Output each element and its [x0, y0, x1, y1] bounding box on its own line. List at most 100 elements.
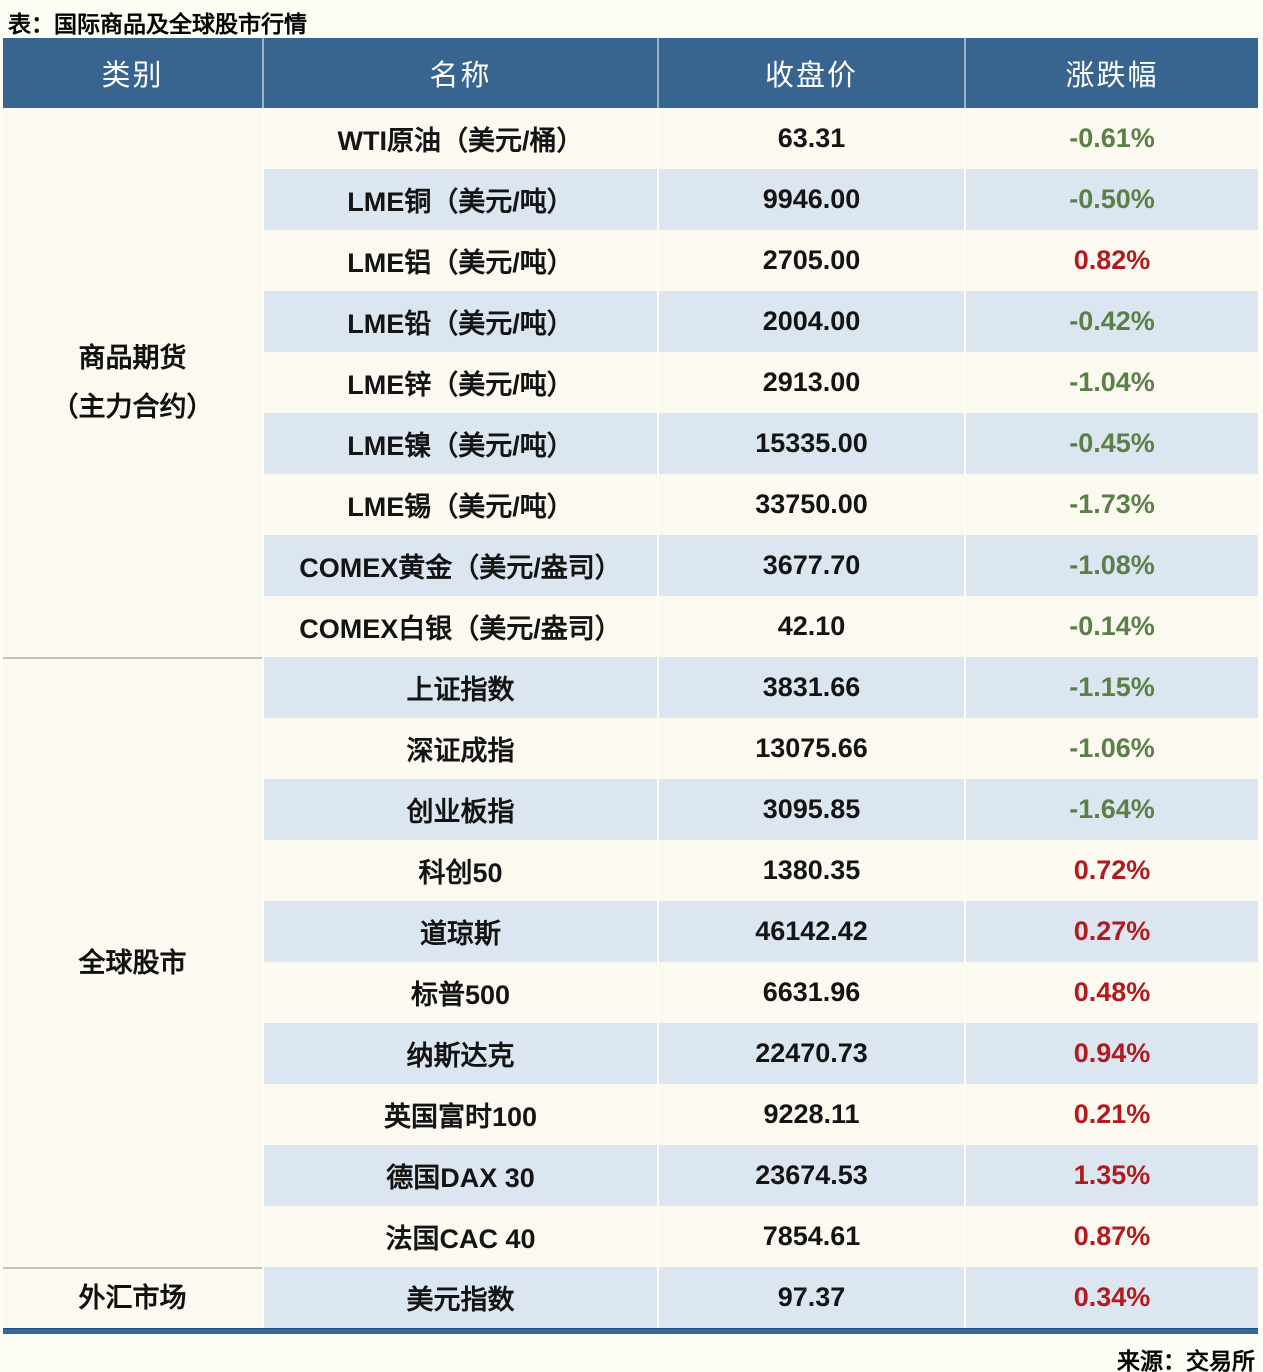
category-cell: 商品期货 （主力合约）	[3, 108, 262, 657]
change-cell: 0.48%	[964, 962, 1258, 1023]
table-row: 美元指数 97.37 0.34%	[262, 1267, 1258, 1328]
table-row: 创业板指 3095.85 -1.64%	[262, 779, 1258, 840]
table-header: 类别 名称 收盘价 涨跌幅	[3, 38, 1258, 108]
name-cell: 创业板指	[262, 779, 657, 840]
name-cell: 道琼斯	[262, 901, 657, 962]
page-title: 表：国际商品及全球股市行情	[8, 11, 307, 37]
header-col-name: 名称	[262, 38, 657, 108]
name-cell: 上证指数	[262, 657, 657, 718]
header-col-category: 类别	[101, 60, 164, 92]
table-row: 科创50 1380.35 0.72%	[262, 840, 1258, 901]
table-row: LME铅（美元/吨） 2004.00 -0.42%	[262, 291, 1258, 352]
close-price-cell: 6631.96	[657, 962, 964, 1023]
name-cell: 美元指数	[262, 1267, 657, 1328]
table-row: 上证指数 3831.66 -1.15%	[262, 657, 1258, 718]
close-price-cell: 9946.00	[657, 169, 964, 230]
close-price-cell: 1380.35	[657, 840, 964, 901]
close-price-cell: 97.37	[657, 1267, 964, 1328]
change-cell: -0.50%	[964, 169, 1258, 230]
name-cell: 英国富时100	[262, 1084, 657, 1145]
table-row: LME锌（美元/吨） 2913.00 -1.04%	[262, 352, 1258, 413]
change-cell: -1.04%	[964, 352, 1258, 413]
name-cell: 标普500	[262, 962, 657, 1023]
close-price-cell: 3831.66	[657, 657, 964, 718]
table-row: LME铝（美元/吨） 2705.00 0.82%	[262, 230, 1258, 291]
table-row: LME铜（美元/吨） 9946.00 -0.50%	[262, 169, 1258, 230]
change-cell: -1.06%	[964, 718, 1258, 779]
table-bottom-border	[3, 1328, 1258, 1334]
source-note: 来源：交易所	[1117, 1348, 1255, 1372]
category-cell: 外汇市场	[3, 1267, 262, 1328]
table-row: COMEX黄金（美元/盎司） 3677.70 -1.08%	[262, 535, 1258, 596]
close-price-cell: 2705.00	[657, 230, 964, 291]
change-cell: 0.27%	[964, 901, 1258, 962]
name-cell: COMEX白银（美元/盎司）	[262, 596, 657, 657]
table-row: 道琼斯 46142.42 0.27%	[262, 901, 1258, 962]
change-cell: 0.34%	[964, 1267, 1258, 1328]
close-price-cell: 46142.42	[657, 901, 964, 962]
change-cell: 0.87%	[964, 1206, 1258, 1267]
close-price-cell: 22470.73	[657, 1023, 964, 1084]
close-price-cell: 3095.85	[657, 779, 964, 840]
close-price-cell: 3677.70	[657, 535, 964, 596]
close-price-cell: 13075.66	[657, 718, 964, 779]
close-price-cell: 33750.00	[657, 474, 964, 535]
change-cell: 0.21%	[964, 1084, 1258, 1145]
name-cell: 法国CAC 40	[262, 1206, 657, 1267]
close-price-cell: 63.31	[657, 108, 964, 169]
table-row: WTI原油（美元/桶） 63.31 -0.61%	[262, 108, 1258, 169]
name-cell: LME铝（美元/吨）	[262, 230, 657, 291]
header-col-change: 涨跌幅	[964, 38, 1258, 108]
name-cell: LME锌（美元/吨）	[262, 352, 657, 413]
table-row: 英国富时100 9228.11 0.21%	[262, 1084, 1258, 1145]
close-price-cell: 42.10	[657, 596, 964, 657]
table-body: 商品期货 （主力合约） WTI原油（美元/桶） 63.31 -0.61% LME铜（美元…	[3, 108, 1258, 1328]
close-price-cell: 7854.61	[657, 1206, 964, 1267]
table-row: 标普500 6631.96 0.48%	[262, 962, 1258, 1023]
name-cell: LME锡（美元/吨）	[262, 474, 657, 535]
table-row: 德国DAX 30 23674.53 1.35%	[262, 1145, 1258, 1206]
name-cell: LME铅（美元/吨）	[262, 291, 657, 352]
table-section: 商品期货 （主力合约） WTI原油（美元/桶） 63.31 -0.61% LME铜（美元…	[3, 108, 1258, 657]
table-row: 纳斯达克 22470.73 0.94%	[262, 1023, 1258, 1084]
name-cell: COMEX黄金（美元/盎司）	[262, 535, 657, 596]
name-cell: 纳斯达克	[262, 1023, 657, 1084]
table-row: 法国CAC 40 7854.61 0.87%	[262, 1206, 1258, 1267]
name-cell: 德国DAX 30	[262, 1145, 657, 1206]
section-rows: WTI原油（美元/桶） 63.31 -0.61% LME铜（美元/吨） 9946.00-…	[262, 108, 1258, 657]
table-row: LME镍（美元/吨） 15335.00 -0.45%	[262, 413, 1258, 474]
change-cell: 0.94%	[964, 1023, 1258, 1084]
close-price-cell: 23674.53	[657, 1145, 964, 1206]
market-table: 类别 名称 收盘价 涨跌幅 商品期货 （主力合约） WTI原油（美元/桶） 63.3…	[3, 38, 1258, 1334]
close-price-cell: 2913.00	[657, 352, 964, 413]
name-cell: 科创50	[262, 840, 657, 901]
name-cell: LME镍（美元/吨）	[262, 413, 657, 474]
section-rows: 美元指数 97.37 0.34%	[262, 1267, 1258, 1328]
change-cell: -0.14%	[964, 596, 1258, 657]
close-price-cell: 15335.00	[657, 413, 964, 474]
name-cell: WTI原油（美元/桶）	[262, 108, 657, 169]
header-col-close: 收盘价	[657, 38, 964, 108]
change-cell: -0.45%	[964, 413, 1258, 474]
change-cell: -0.42%	[964, 291, 1258, 352]
table-section: 外汇市场 美元指数 97.37 0.34%	[3, 1267, 1258, 1328]
close-price-cell: 9228.11	[657, 1084, 964, 1145]
table-row: COMEX白银（美元/盎司） 42.10 -0.14%	[262, 596, 1258, 657]
table-row: 深证成指 13075.66 -1.06%	[262, 718, 1258, 779]
change-cell: -0.61%	[964, 108, 1258, 169]
change-cell: -1.15%	[964, 657, 1258, 718]
change-cell: -1.08%	[964, 535, 1258, 596]
name-cell: LME铜（美元/吨）	[262, 169, 657, 230]
change-cell: 1.35%	[964, 1145, 1258, 1206]
change-cell: 0.72%	[964, 840, 1258, 901]
change-cell: -1.73%	[964, 474, 1258, 535]
table-section: 全球股市 上证指数 3831.66 -1.15% 深证成指 13075.66 -1.06% 创…	[3, 657, 1258, 1267]
section-rows: 上证指数 3831.66 -1.15% 深证成指 13075.66 -1.06% 创业板指 3…	[262, 657, 1258, 1267]
close-price-cell: 2004.00	[657, 291, 964, 352]
name-cell: 深证成指	[262, 718, 657, 779]
change-cell: 0.82%	[964, 230, 1258, 291]
change-cell: -1.64%	[964, 779, 1258, 840]
table-row: LME锡（美元/吨） 33750.00 -1.73%	[262, 474, 1258, 535]
category-cell: 全球股市	[3, 657, 262, 1267]
